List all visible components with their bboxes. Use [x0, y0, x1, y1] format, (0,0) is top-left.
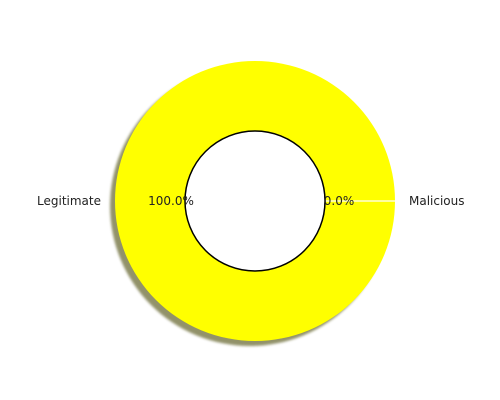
percent-label-legitimate: 100.0% — [148, 194, 194, 208]
donut-center-hole — [184, 130, 326, 272]
category-label-malicious: Malicious — [409, 194, 465, 208]
pie-labels: Legitimate 100.0% Malicious 0.0% — [37, 194, 465, 208]
category-label-legitimate: Legitimate — [37, 194, 101, 208]
donut-hole — [184, 130, 326, 272]
percent-label-malicious: 0.0% — [324, 194, 355, 208]
